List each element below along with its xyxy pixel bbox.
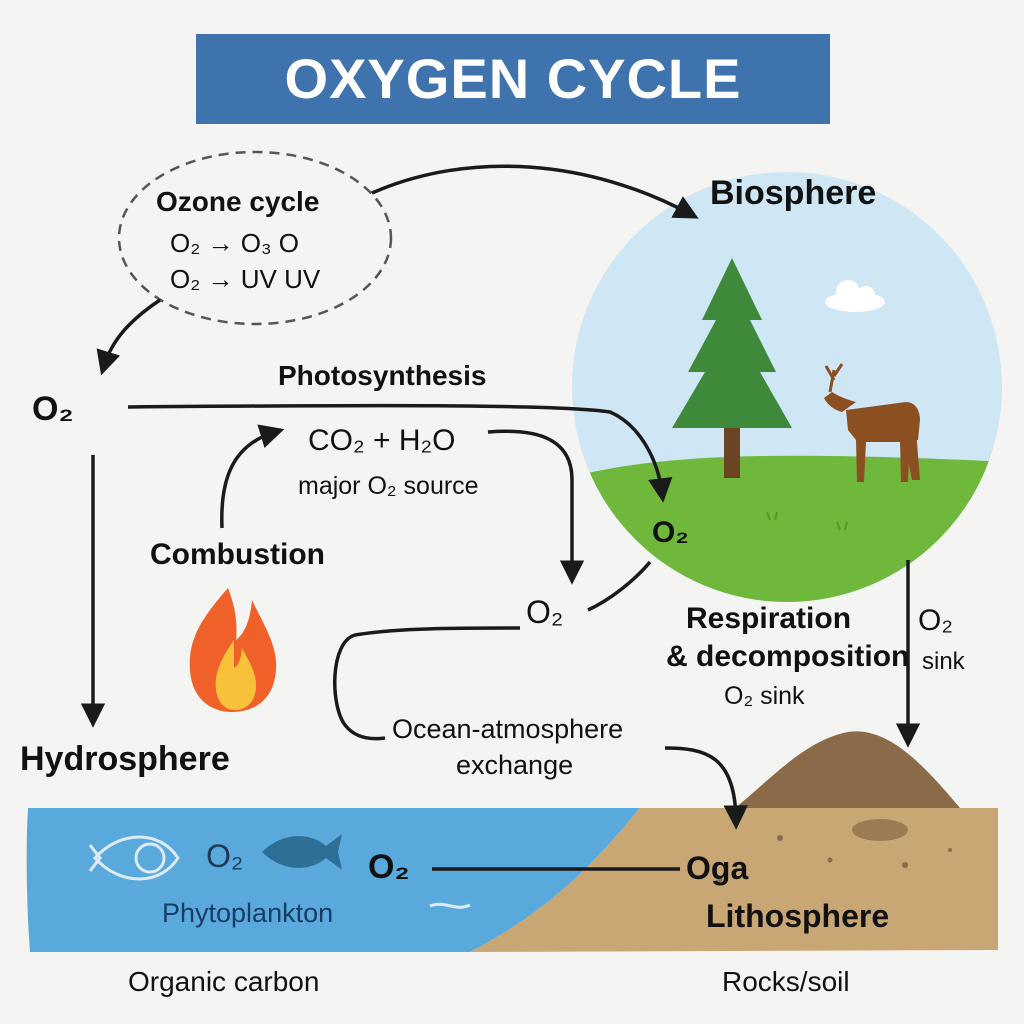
fish-o2: O₂ — [206, 838, 244, 874]
exchange-label-1: Ocean-atmosphere — [392, 714, 624, 744]
soil — [470, 808, 998, 952]
lithosphere-label: Lithosphere — [706, 898, 890, 934]
photosynthesis-label: Photosynthesis — [278, 360, 487, 391]
center-o2: O₂ — [526, 594, 564, 630]
organic-carbon-caption: Organic carbon — [128, 966, 320, 997]
title-banner — [196, 34, 830, 124]
decomposition-label: & decomposition — [666, 640, 910, 673]
biosphere-label: Biosphere — [710, 174, 877, 212]
exchange-label-2: exchange — [456, 750, 574, 780]
combustion-label: Combustion — [150, 538, 325, 571]
grass-ground — [572, 455, 1002, 602]
hydrosphere-label: Hydrosphere — [20, 740, 230, 778]
arrow-ozone-o2 — [96, 298, 161, 376]
biosphere-o2: O₂ — [652, 516, 689, 549]
atmosphere-o2: O₂ — [32, 390, 74, 428]
ozone-line-1: O₂ → O₃ O — [170, 228, 300, 258]
wave-icon — [429, 902, 471, 909]
line-o2-to-biosphere — [587, 560, 652, 612]
arrow-co2-to-o2 — [487, 429, 585, 585]
sink-o2: O₂ — [918, 604, 953, 637]
grass-tufts — [766, 511, 848, 531]
rock-pebble — [852, 819, 908, 841]
arrow-ozone-biosphere — [371, 164, 699, 219]
tree-icon — [672, 258, 792, 478]
water-o2: O₂ — [368, 848, 410, 886]
ozone-ellipse — [117, 150, 393, 326]
respiration-label: Respiration — [686, 602, 852, 635]
soil-dots — [717, 835, 952, 883]
cloud-icon — [825, 280, 885, 312]
rocks-soil-caption: Rocks/soil — [722, 966, 850, 997]
photosynthesis-formula: CO₂ + H₂O — [308, 424, 456, 457]
earth-surface — [26, 731, 998, 952]
arrow-exchange-lithosphere — [664, 746, 749, 830]
ocean — [26, 808, 641, 952]
deer-icon — [824, 363, 920, 482]
arrows — [80, 164, 921, 871]
lithosphere-o2: Oga — [686, 850, 749, 886]
phytoplankton-label: Phytoplankton — [162, 898, 334, 928]
biosphere-scene — [572, 172, 1002, 602]
arrow-combustion — [220, 424, 285, 529]
respiration-note: O₂ sink — [724, 682, 805, 710]
ozone-line-2: O₂ → UV UV — [170, 264, 321, 294]
page-title: OXYGEN CYCLE — [284, 47, 742, 110]
flame-icon — [189, 588, 277, 712]
arrow-photosynthesis — [127, 403, 673, 503]
ozone-heading: Ozone cycle — [156, 186, 320, 217]
fish-icon — [262, 834, 342, 870]
sink-label: sink — [922, 648, 965, 675]
line-exchange — [333, 626, 521, 741]
photosynthesis-note: major O₂ source — [298, 472, 479, 500]
plankton-icon — [88, 835, 180, 881]
rock-mound — [735, 731, 960, 808]
